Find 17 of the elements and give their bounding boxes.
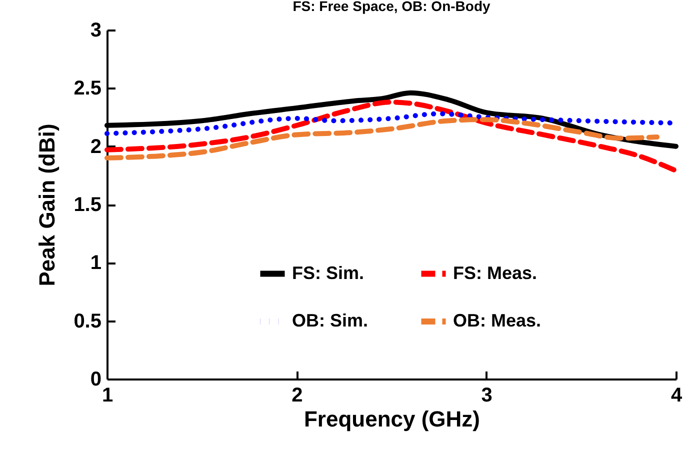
y-tick-label: 0.5 [74,310,102,332]
y-tick-label: 1.5 [74,194,102,216]
x-tick-label: 4 [670,384,683,406]
legend-label: OB: Sim. [292,310,368,330]
y-tick-label: 1 [90,252,102,274]
legend-label: FS: Meas. [453,262,538,283]
y-tick-label: 3 [90,20,102,42]
y-axis-title: Peak Gain (dBi) [34,124,60,286]
y-tick-label: 0 [90,368,102,390]
legend-label: FS: Sim. [292,262,364,283]
chart-title: FS: Free Space, OB: On-Body [292,0,491,14]
x-tick-label: 2 [292,384,303,406]
x-axis-title: Frequency (GHz) [304,406,480,432]
legend-label: OB: Meas. [453,310,542,330]
y-tick-label: 2.5 [74,78,102,100]
y-tick-label: 2 [90,136,102,158]
x-tick-label: 3 [481,384,492,406]
